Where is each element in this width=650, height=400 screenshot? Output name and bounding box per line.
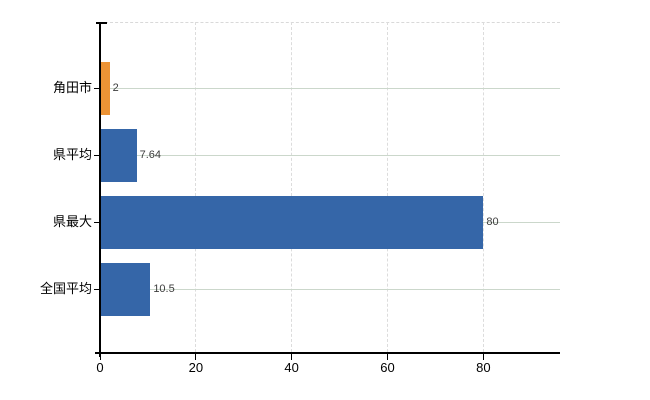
vertical-gridline <box>291 22 293 352</box>
bar-2 <box>100 195 484 249</box>
category-tick <box>94 87 100 89</box>
x-axis-tick-label: 20 <box>188 360 204 375</box>
x-axis-tick <box>291 354 293 360</box>
x-axis-tick-label: 80 <box>476 360 491 375</box>
category-label: 県最大 <box>52 214 92 229</box>
horizontal-gridline <box>100 154 560 156</box>
x-axis-tick <box>99 354 101 360</box>
category-tick <box>94 288 100 290</box>
bar-value-label: 80 <box>486 216 499 228</box>
horizontal-gridline <box>100 87 560 89</box>
bar-value-label: 7.64 <box>139 149 162 161</box>
vertical-gridline <box>387 22 388 352</box>
bar-0 <box>100 61 110 115</box>
x-axis-tick <box>482 354 484 360</box>
y-axis-top-cap <box>96 22 107 24</box>
category-label: 角田市 <box>52 80 92 95</box>
category-label: 県平均 <box>52 147 92 162</box>
x-axis-tick <box>195 354 197 360</box>
x-axis-tick <box>387 354 388 360</box>
horizontal-gridline <box>100 288 560 290</box>
y-axis-line <box>99 22 101 357</box>
x-axis-tick-label: 60 <box>380 360 395 375</box>
category-tick <box>94 154 100 156</box>
vertical-gridline <box>195 22 197 352</box>
vertical-gridline <box>482 22 484 352</box>
bar-3 <box>100 262 151 316</box>
category-tick <box>94 221 100 223</box>
plot-area: 2 7.64 80 10.5 <box>100 22 560 352</box>
bar-value-label: 10.5 <box>153 283 175 295</box>
bar-value-label: 2 <box>112 82 119 94</box>
category-label: 全国平均 <box>39 281 92 296</box>
bar-1 <box>100 128 137 182</box>
x-axis-tick-label: 0 <box>96 360 104 375</box>
plot-top-border <box>100 22 560 23</box>
x-axis-line <box>95 352 560 354</box>
x-axis-tick-label: 40 <box>284 360 299 375</box>
